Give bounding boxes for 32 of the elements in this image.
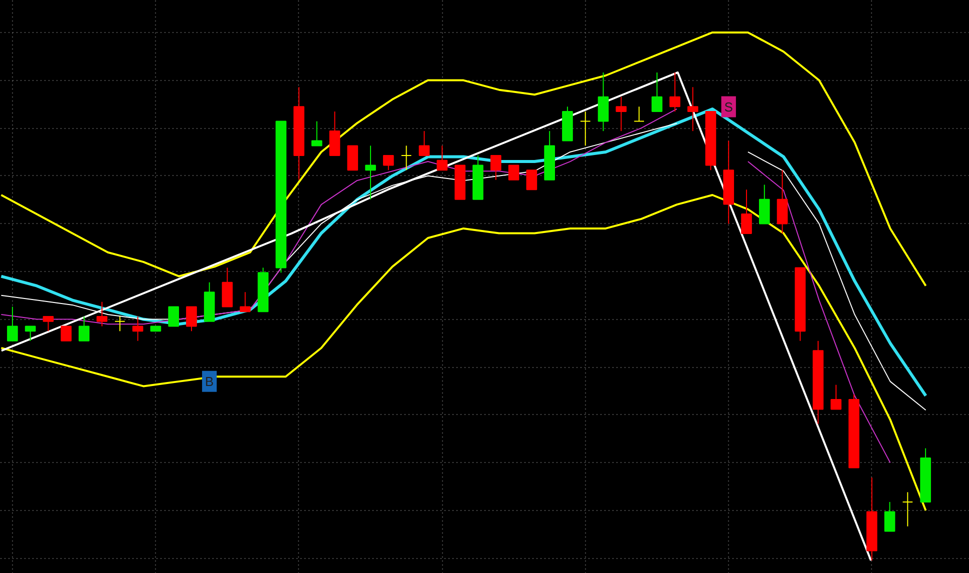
candlestick — [652, 72, 662, 112]
candlestick — [42, 316, 54, 332]
candlestick — [383, 154, 394, 171]
candlestick — [186, 306, 197, 332]
candlestick — [436, 145, 448, 171]
candlestick — [687, 86, 698, 132]
candlestick — [526, 170, 538, 190]
candlestick — [616, 96, 627, 132]
candlestick — [7, 306, 18, 342]
candlestick — [114, 316, 126, 332]
candlestick — [884, 501, 896, 532]
candlestick — [365, 145, 376, 200]
candlestick — [78, 316, 90, 342]
annotation: S — [724, 99, 734, 114]
candlestick — [311, 120, 322, 146]
candlestick — [580, 111, 591, 146]
candlestick — [634, 106, 645, 122]
candlestick — [132, 316, 144, 342]
candlestick — [418, 130, 430, 156]
candlestick — [830, 384, 842, 410]
candlestick — [240, 292, 251, 312]
annotation: B — [205, 374, 214, 389]
candlestick — [741, 189, 752, 234]
candlestick — [902, 492, 914, 527]
candlestick — [669, 72, 680, 112]
candlestick — [508, 164, 520, 180]
candlestick — [490, 154, 502, 180]
candlestick — [24, 326, 36, 342]
candlestick — [168, 306, 180, 327]
candlestick — [96, 301, 108, 327]
candlestick — [60, 326, 72, 342]
candlestick — [400, 145, 412, 171]
